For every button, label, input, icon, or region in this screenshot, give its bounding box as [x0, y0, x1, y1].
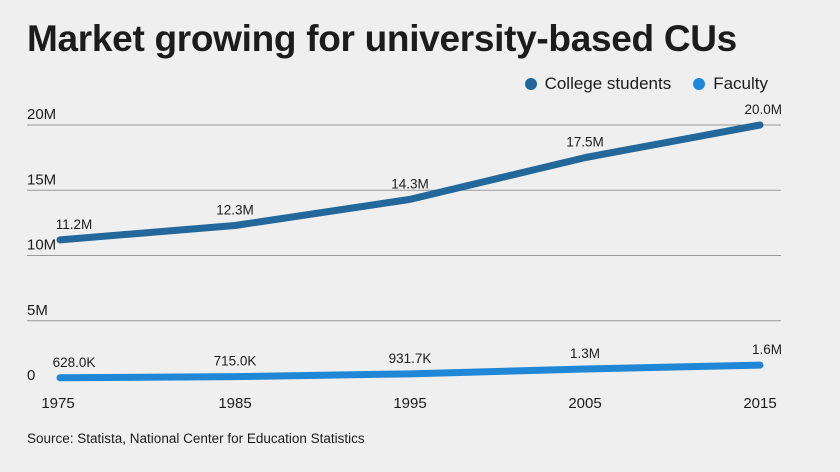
series-line-college-students — [56, 121, 764, 244]
data-label-college-students: 14.3M — [391, 176, 429, 191]
legend-label-college-students: College students — [544, 74, 672, 93]
y-tick-label: 0 — [27, 367, 35, 384]
y-tick-label: 20M — [27, 106, 56, 123]
series-line-faculty — [56, 361, 764, 382]
data-label-faculty: 1.3M — [570, 346, 600, 361]
data-label-college-students: 11.2M — [56, 217, 93, 232]
chart-title: Market growing for university-based CUs — [27, 18, 737, 59]
legend-item-faculty: Faculty — [693, 74, 768, 94]
legend: College students Faculty — [524, 74, 768, 94]
data-label-faculty: 1.6M — [752, 342, 782, 357]
y-tick-label: 5M — [27, 302, 48, 319]
legend-marker-college-students — [524, 78, 537, 90]
data-label-college-students: 12.3M — [216, 202, 254, 217]
legend-label-faculty: Faculty — [713, 74, 768, 93]
source-note: Source: Statista, National Center for Ed… — [27, 431, 365, 446]
x-tick-label: 1995 — [393, 395, 426, 412]
data-label-faculty: 628.0K — [53, 355, 96, 370]
x-tick-label: 2005 — [568, 395, 601, 412]
legend-item-college-students: College students — [524, 74, 672, 94]
x-tick-label: 1975 — [41, 395, 74, 412]
legend-marker-faculty — [693, 78, 706, 90]
x-tick-label: 2015 — [743, 395, 776, 412]
data-label-college-students: 17.5M — [566, 135, 604, 150]
y-tick-label: 10M — [27, 237, 56, 254]
data-label-faculty: 931.7K — [389, 351, 432, 366]
data-label-faculty: 715.0K — [214, 354, 257, 369]
x-tick-label: 1985 — [218, 395, 251, 412]
y-tick-label: 15M — [27, 171, 56, 188]
data-label-college-students: 20.0M — [744, 102, 782, 117]
